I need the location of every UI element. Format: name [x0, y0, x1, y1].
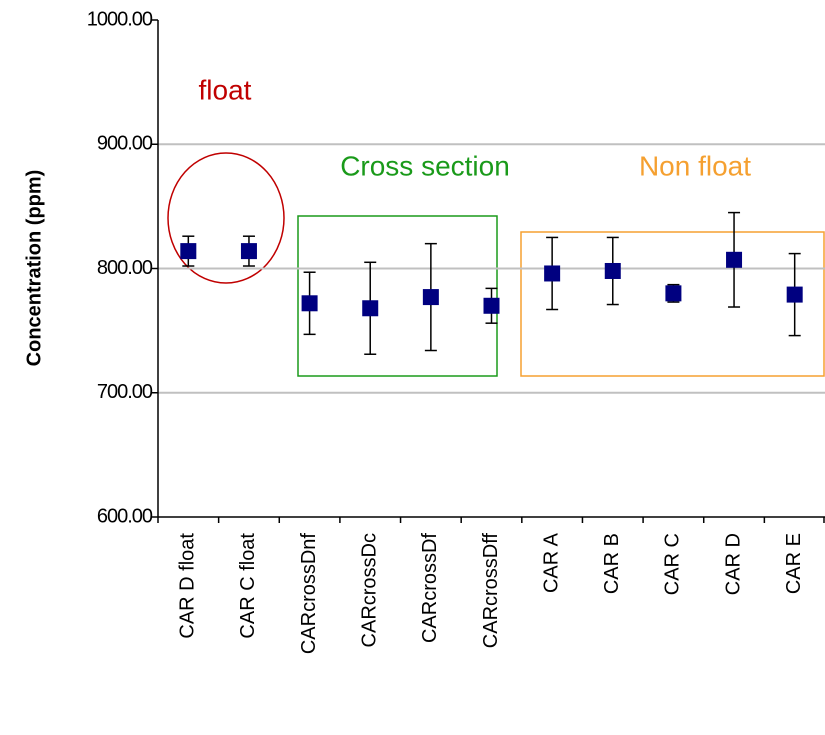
marker: [240, 243, 257, 260]
marker: [483, 297, 500, 314]
non-float-box: [520, 231, 825, 377]
float-ellipse: [167, 152, 285, 284]
cross-section-box: [297, 215, 498, 377]
y-axis-title: Concentration (ppm): [23, 170, 45, 367]
marker: [726, 251, 743, 268]
marker: [786, 286, 803, 303]
x-tick-label: CARcrossDff: [480, 533, 502, 649]
x-tick-label: CARcrossDnf: [298, 533, 320, 655]
x-tick-label: CAR C float: [237, 533, 259, 639]
annotation: float: [199, 74, 252, 105]
marker: [301, 295, 318, 312]
x-tick-label: CAR E: [783, 533, 805, 594]
y-tick-label: 1000.00: [87, 8, 153, 30]
marker: [604, 262, 621, 279]
y-tick-label: 700.00: [97, 381, 153, 403]
x-tick-label: CAR A: [540, 532, 562, 593]
y-tick-label: 800.00: [97, 257, 153, 279]
x-tick-label: CAR B: [601, 533, 623, 594]
annotation: Non float: [639, 150, 751, 181]
x-tick-label: CAR D float: [177, 533, 199, 639]
marker: [544, 265, 561, 282]
annotation: Cross section: [340, 150, 510, 181]
x-tick-label: CARcrossDf: [419, 533, 441, 643]
marker: [422, 289, 439, 306]
marker: [362, 300, 379, 317]
y-tick-label: 900.00: [97, 133, 153, 155]
marker: [180, 243, 197, 260]
x-tick-label: CAR C: [662, 533, 684, 595]
y-tick-label: 600.00: [97, 505, 153, 527]
marker: [665, 285, 682, 302]
x-tick-label: CAR D: [722, 533, 744, 595]
x-tick-label: CARcrossDc: [359, 533, 381, 647]
